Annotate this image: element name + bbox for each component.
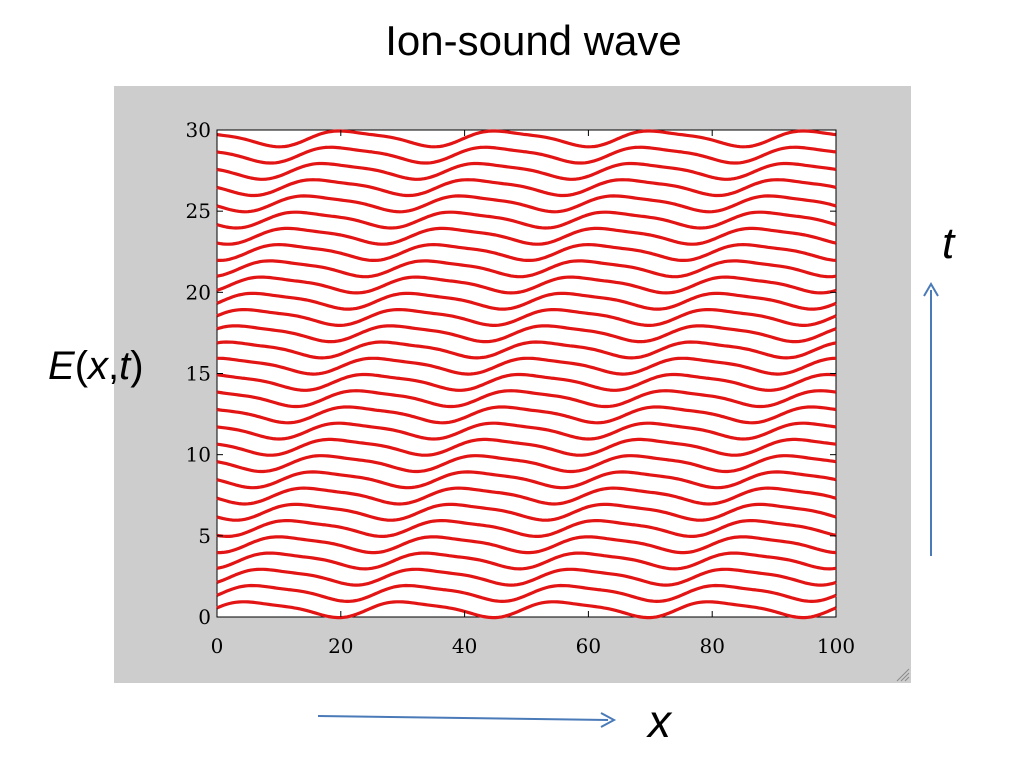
series-line-8 (216, 470, 837, 490)
series-line-21 (216, 259, 837, 279)
x-tick-label-0: 0 (211, 634, 224, 658)
series-line-13 (216, 389, 837, 409)
resize-grip-icon (896, 668, 910, 682)
y-tick-label-25: 25 (186, 199, 211, 223)
time-arrow-head-icon (923, 282, 939, 297)
tick-labels: 0 20 40 60 80 100 0 5 10 15 20 25 30 (186, 118, 856, 658)
x-tick-label-20: 20 (328, 634, 353, 658)
series-line-27 (216, 161, 837, 181)
series-line-29 (216, 129, 837, 149)
series-line-24 (216, 210, 837, 230)
space-arrow-head-icon (600, 712, 617, 728)
series-line-20 (216, 275, 837, 295)
y-tick-label-10: 10 (186, 443, 211, 467)
series-line-17 (216, 324, 837, 344)
y-axis-label: E(x,t) (48, 346, 144, 386)
series-line-16 (216, 340, 837, 360)
space-arrow-shaft (317, 715, 609, 721)
series-line-15 (217, 356, 837, 376)
series-line-11 (216, 421, 837, 441)
series-line-7 (216, 486, 837, 506)
space-arrow-label: x (648, 695, 671, 747)
series-line-18 (216, 308, 837, 327)
series-line-19 (216, 291, 837, 311)
x-tick-label-60: 60 (576, 634, 601, 658)
series-line-28 (216, 145, 837, 165)
x-tick-label-100: 100 (817, 634, 855, 658)
series-line-23 (216, 226, 837, 246)
ylabel-e: E (48, 344, 75, 388)
space-arrow (317, 712, 617, 728)
series-line-22 (217, 243, 837, 262)
time-arrow-label: t (942, 219, 955, 268)
y-tick-label-5: 5 (198, 524, 211, 548)
y-tick-label-20: 20 (186, 280, 211, 304)
y-tick-label-15: 15 (186, 362, 211, 386)
ylabel-t: t (119, 344, 131, 388)
ylabel-open-paren: ( (74, 344, 89, 388)
series-line-14 (216, 372, 837, 392)
ylabel-close-paren: ) (130, 344, 144, 388)
ylabel-comma: , (108, 344, 120, 388)
series-line-3 (216, 551, 837, 571)
series-line-25 (216, 194, 837, 214)
series-line-9 (216, 454, 837, 474)
series-line-1 (216, 583, 837, 603)
x-tick-label-80: 80 (699, 634, 724, 658)
series-line-5 (216, 519, 837, 538)
series-line-26 (216, 178, 837, 198)
curves (216, 129, 837, 620)
time-arrow (923, 282, 939, 556)
y-tick-label-0: 0 (198, 605, 211, 629)
slide-title: Ion-sound wave (385, 17, 682, 64)
ylabel-x: x (88, 344, 109, 388)
series-line-12 (216, 405, 837, 425)
series-line-4 (217, 535, 837, 555)
x-tick-label-40: 40 (452, 634, 477, 658)
series-line-2 (216, 567, 837, 587)
series-line-10 (216, 437, 837, 457)
y-tick-label-30: 30 (186, 118, 211, 142)
series-line-0 (216, 600, 837, 620)
series-line-6 (216, 502, 837, 522)
ticks (216, 129, 837, 618)
